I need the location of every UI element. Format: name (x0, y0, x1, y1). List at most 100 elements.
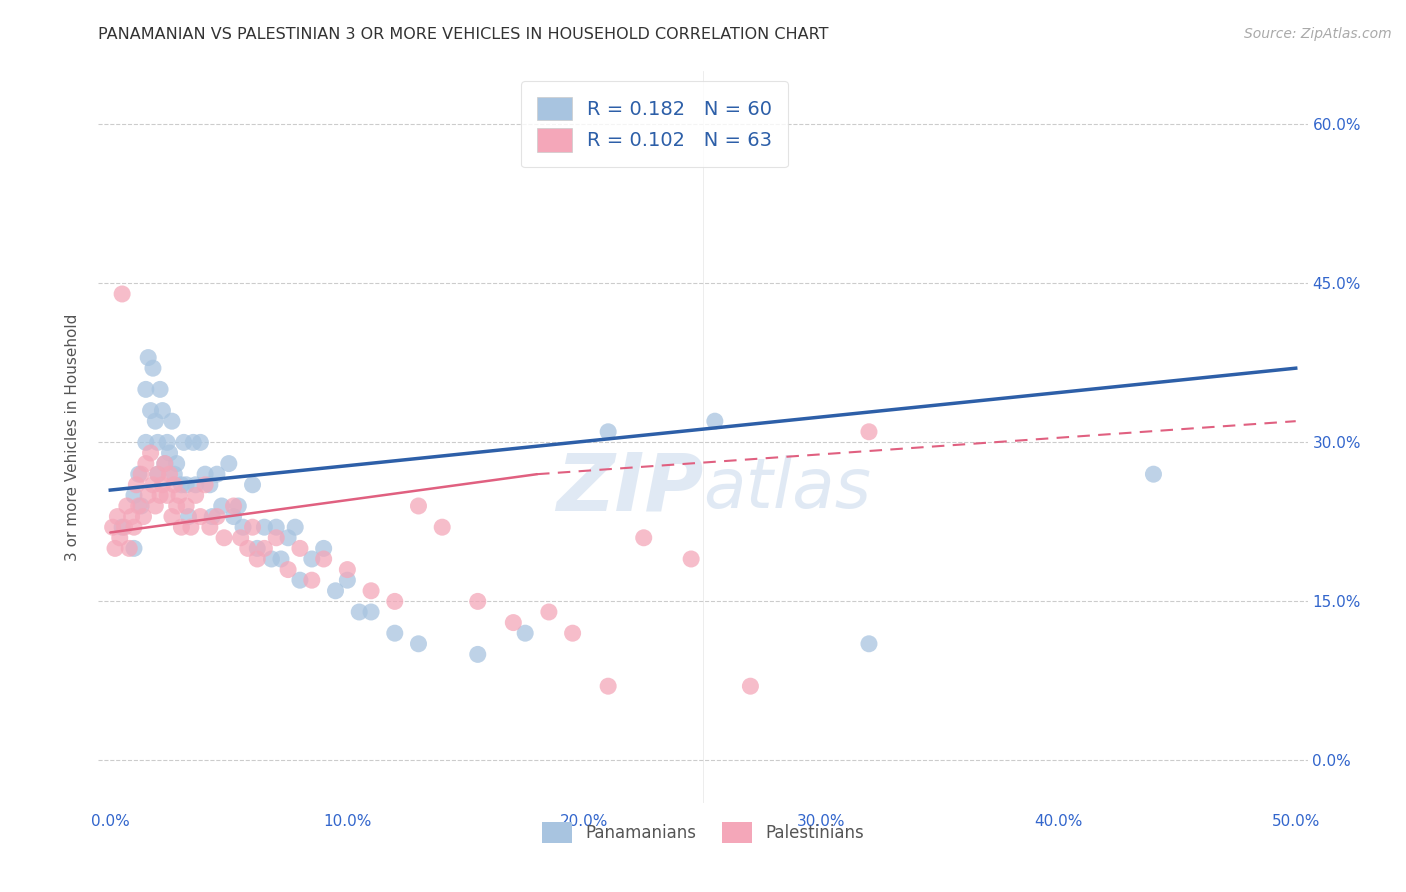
Point (146, 435, 169, 450)
Point (384, 626, 406, 640)
Point (173, 435, 195, 450)
Point (598, 679, 620, 693)
Point (129, 499, 152, 513)
Point (236, 541, 259, 556)
Point (467, 594, 489, 608)
Point (136, 488, 159, 502)
Point (277, 563, 299, 577)
Point (226, 499, 249, 513)
Point (347, 605, 370, 619)
Point (515, 626, 537, 640)
Point (312, 541, 335, 556)
Point (177, 509, 200, 524)
Point (270, 552, 292, 566)
Text: atlas: atlas (703, 455, 870, 522)
Point (253, 541, 276, 556)
Point (136, 351, 159, 365)
Point (502, 615, 524, 630)
Point (194, 467, 217, 482)
Point (122, 520, 145, 534)
Point (190, 435, 212, 450)
Point (184, 488, 207, 502)
Point (201, 509, 224, 524)
Legend: Panamanians, Palestinians: Panamanians, Palestinians (536, 815, 870, 849)
Point (174, 499, 197, 513)
Point (312, 552, 335, 566)
Point (135, 383, 157, 397)
Point (132, 509, 155, 524)
Point (1142, 467, 1164, 482)
Point (128, 467, 150, 482)
Text: ZIP: ZIP (555, 450, 703, 527)
Point (408, 637, 430, 651)
Point (139, 446, 162, 460)
Point (360, 583, 382, 598)
Point (149, 383, 172, 397)
Point (222, 509, 245, 524)
Point (408, 499, 430, 513)
Point (153, 457, 176, 471)
Point (288, 541, 311, 556)
Point (205, 509, 228, 524)
Point (122, 541, 145, 556)
Point (174, 477, 197, 491)
Point (260, 552, 283, 566)
Point (166, 499, 188, 513)
Point (561, 626, 583, 640)
Point (184, 477, 207, 491)
Point (218, 457, 240, 471)
Point (740, 679, 762, 693)
Y-axis label: 3 or more Vehicles in Household: 3 or more Vehicles in Household (65, 313, 80, 561)
Point (115, 499, 138, 513)
Point (232, 520, 254, 534)
Point (253, 520, 276, 534)
Point (246, 552, 269, 566)
Point (101, 520, 124, 534)
Point (242, 477, 264, 491)
Point (104, 541, 127, 556)
Point (222, 499, 245, 513)
Point (264, 531, 287, 545)
Point (284, 520, 307, 534)
Point (246, 541, 269, 556)
Point (118, 541, 141, 556)
Point (139, 403, 162, 417)
Point (432, 520, 454, 534)
Point (211, 499, 233, 513)
Point (633, 531, 655, 545)
Point (198, 520, 221, 534)
Point (205, 467, 228, 482)
Point (160, 414, 183, 428)
Point (135, 435, 157, 450)
Point (152, 403, 174, 417)
Point (149, 488, 172, 502)
Point (153, 457, 176, 471)
Point (384, 594, 406, 608)
Point (336, 573, 359, 587)
Point (143, 499, 166, 513)
Point (180, 520, 202, 534)
Point (537, 605, 560, 619)
Point (121, 509, 143, 524)
Point (135, 457, 157, 471)
Point (146, 467, 169, 482)
Point (181, 435, 204, 450)
Point (264, 520, 287, 534)
Point (142, 361, 165, 376)
Point (167, 488, 190, 502)
Point (122, 488, 145, 502)
Point (129, 467, 152, 482)
Point (160, 509, 183, 524)
Point (105, 509, 128, 524)
Text: PANAMANIAN VS PALESTINIAN 3 OR MORE VEHICLES IN HOUSEHOLD CORRELATION CHART: PANAMANIAN VS PALESTINIAN 3 OR MORE VEHI… (98, 27, 830, 42)
Text: Source: ZipAtlas.com: Source: ZipAtlas.com (1244, 27, 1392, 41)
Point (360, 605, 382, 619)
Point (325, 583, 347, 598)
Point (277, 531, 299, 545)
Point (142, 477, 165, 491)
Point (681, 552, 703, 566)
Point (336, 563, 359, 577)
Point (166, 457, 188, 471)
Point (190, 509, 212, 524)
Point (301, 552, 323, 566)
